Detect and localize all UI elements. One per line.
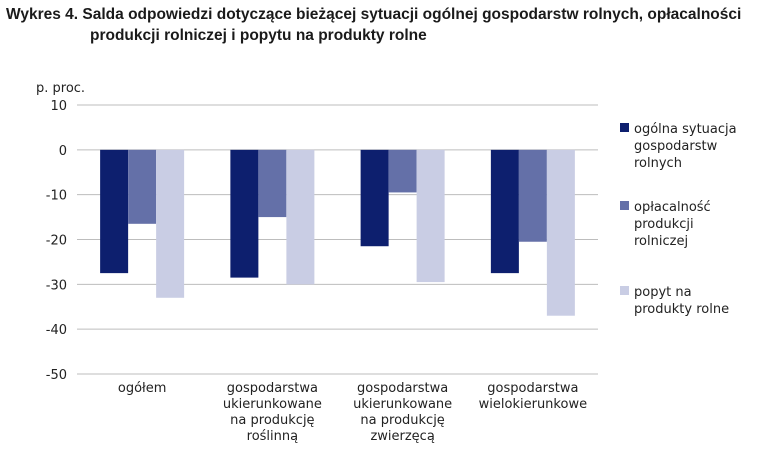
legend-label: opłacalność produkcji rolniczej bbox=[634, 200, 711, 249]
bar bbox=[518, 149, 547, 242]
bar bbox=[156, 149, 185, 298]
bar bbox=[416, 149, 445, 283]
bar bbox=[230, 149, 259, 278]
y-tick-label: 0 bbox=[59, 144, 67, 159]
bar bbox=[360, 149, 389, 247]
x-category-label: gospodarstwa ukierunkowane na produkcję zwi… bbox=[353, 381, 452, 444]
x-category-label: ogółem bbox=[118, 381, 167, 396]
x-category-label: gospodarstwa wielokierunkowe bbox=[479, 381, 587, 412]
bar bbox=[128, 149, 157, 224]
legend-label: ogólna sytuacja gospodarstw rolnych bbox=[634, 122, 737, 171]
y-tick-label: -30 bbox=[46, 278, 67, 293]
y-axis-label: p. proc. bbox=[36, 81, 85, 96]
y-tick-label: 10 bbox=[50, 99, 67, 114]
bar bbox=[490, 149, 519, 274]
chart-title-line1: Wykres 4. Salda odpowiedzi dotyczące bie… bbox=[6, 6, 742, 23]
bar bbox=[388, 149, 417, 193]
bar bbox=[286, 149, 315, 285]
chart-title: Wykres 4. Salda odpowiedzi dotyczące bie… bbox=[6, 4, 776, 46]
legend-swatch bbox=[620, 286, 629, 295]
chart-title-line2: produkcji rolniczej i popytu na produkty… bbox=[90, 27, 427, 44]
x-category-label: gospodarstwa ukierunkowane na produkcję roś… bbox=[223, 381, 322, 444]
bar bbox=[258, 149, 287, 218]
bar bbox=[100, 149, 129, 274]
y-tick-label: -20 bbox=[46, 234, 67, 249]
legend-swatch bbox=[620, 123, 629, 132]
y-tick-label: -10 bbox=[46, 189, 67, 204]
legend-swatch bbox=[620, 201, 629, 210]
legend-label: popyt na produkty rolne bbox=[634, 285, 729, 317]
y-tick-label: -40 bbox=[46, 323, 67, 338]
bar bbox=[546, 149, 575, 316]
y-tick-label: -50 bbox=[46, 368, 67, 383]
